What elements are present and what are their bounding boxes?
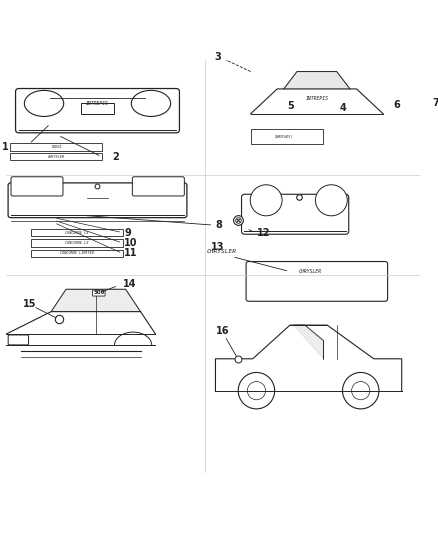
Text: 14: 14 [123, 279, 136, 289]
Circle shape [343, 373, 379, 409]
Text: INTREPIS: INTREPIS [305, 96, 328, 101]
Text: 12: 12 [257, 228, 270, 238]
Text: 7: 7 [433, 99, 438, 108]
FancyBboxPatch shape [132, 177, 184, 196]
Text: 16: 16 [216, 327, 230, 336]
Text: CHRYSLER: CHRYSLER [299, 269, 321, 274]
Text: 13: 13 [211, 241, 224, 252]
Text: DODGE: DODGE [51, 145, 61, 149]
Text: 1: 1 [2, 142, 8, 152]
Text: 15: 15 [22, 299, 36, 309]
Text: [NAMEPLATE]: [NAMEPLATE] [275, 134, 293, 138]
Text: 6: 6 [393, 100, 400, 110]
Text: CONCORDE LX: CONCORDE LX [65, 231, 88, 235]
FancyBboxPatch shape [241, 194, 349, 234]
Text: 11: 11 [124, 248, 138, 259]
Ellipse shape [315, 185, 347, 216]
Bar [81, 103, 114, 114]
FancyBboxPatch shape [15, 88, 180, 133]
FancyBboxPatch shape [246, 262, 388, 301]
Ellipse shape [25, 91, 64, 117]
Circle shape [238, 373, 275, 409]
Text: 3: 3 [214, 52, 221, 62]
Text: CHRYSLER: CHRYSLER [48, 155, 65, 159]
Text: CONCORDE LIMITED: CONCORDE LIMITED [60, 251, 94, 255]
Polygon shape [294, 325, 324, 359]
Text: CHRYSLER: CHRYSLER [207, 249, 237, 254]
FancyBboxPatch shape [8, 183, 187, 217]
FancyBboxPatch shape [11, 177, 63, 196]
Text: 4: 4 [340, 103, 347, 113]
Polygon shape [51, 289, 141, 312]
Text: 8: 8 [215, 220, 223, 230]
Ellipse shape [250, 185, 282, 216]
Polygon shape [284, 71, 350, 89]
Text: 9: 9 [124, 228, 131, 238]
Bar [251, 128, 324, 143]
Text: INTREPIS: INTREPIS [86, 101, 109, 106]
Text: 2: 2 [112, 152, 119, 161]
Text: 10: 10 [124, 238, 138, 248]
Text: CONCORDE LX: CONCORDE LX [65, 241, 88, 245]
FancyBboxPatch shape [8, 335, 28, 345]
Text: 500: 500 [93, 290, 105, 295]
Ellipse shape [131, 91, 171, 117]
Text: 5: 5 [287, 101, 294, 111]
